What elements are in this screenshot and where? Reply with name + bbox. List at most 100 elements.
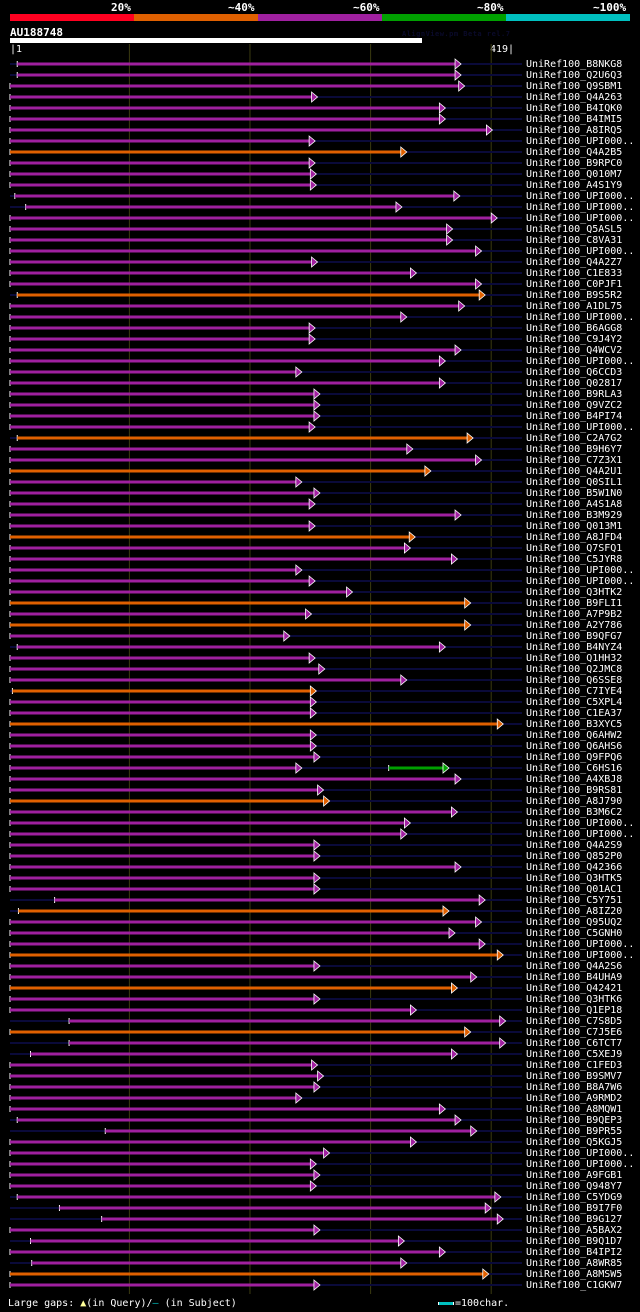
subject-label[interactable]: UniRef100_C5YDG9	[526, 1192, 623, 1203]
subject-label[interactable]: UniRef100_Q0SIL1	[526, 477, 623, 488]
subject-label[interactable]: UniRef100_C8VA31	[526, 235, 623, 246]
subject-label[interactable]: UniRef100_UPI000..	[526, 202, 635, 213]
subject-label[interactable]: UniRef100_C7S8D5	[526, 1016, 623, 1027]
subject-label[interactable]: UniRef100_A4S1A8	[526, 499, 623, 510]
subject-label[interactable]: UniRef100_Q1EP18	[526, 1005, 623, 1016]
subject-label[interactable]: UniRef100_A2Y786	[526, 620, 623, 631]
subject-label[interactable]: UniRef100_UPI000..	[526, 136, 635, 147]
subject-label[interactable]: UniRef100_B9RS81	[526, 785, 623, 796]
subject-label[interactable]: UniRef100_B9Q1D7	[526, 1236, 623, 1247]
subject-label[interactable]: UniRef100_A5BAX2	[526, 1225, 623, 1236]
subject-label[interactable]: UniRef100_A9RMD2	[526, 1093, 623, 1104]
subject-label[interactable]: UniRef100_UPI000..	[526, 312, 635, 323]
subject-label[interactable]: UniRef100_UPI000..	[526, 939, 635, 950]
subject-label[interactable]: UniRef100_A8J790	[526, 796, 623, 807]
subject-label[interactable]: UniRef100_C1EA37	[526, 708, 623, 719]
subject-label[interactable]: UniRef100_Q3HTK6	[526, 994, 623, 1005]
subject-label[interactable]: UniRef100_C5XPL4	[526, 697, 623, 708]
subject-label[interactable]: UniRef100_UPI000..	[526, 246, 635, 257]
subject-label[interactable]: UniRef100_Q5ASL5	[526, 224, 623, 235]
subject-label[interactable]: UniRef100_A8WR85	[526, 1258, 623, 1269]
subject-label[interactable]: UniRef100_Q2JMC8	[526, 664, 623, 675]
subject-label[interactable]: UniRef100_C2A7G2	[526, 433, 623, 444]
subject-label[interactable]: UniRef100_UPI000..	[526, 818, 635, 829]
subject-label[interactable]: UniRef100_A1DL75	[526, 301, 623, 312]
subject-label[interactable]: UniRef100_UPI000..	[526, 950, 635, 961]
subject-label[interactable]: UniRef100_B9PR55	[526, 1126, 623, 1137]
subject-label[interactable]: UniRef100_B9QFG7	[526, 631, 623, 642]
subject-label[interactable]: UniRef100_B9H6Y7	[526, 444, 623, 455]
subject-label[interactable]: UniRef100_C6TCT7	[526, 1038, 623, 1049]
subject-label[interactable]: UniRef100_B9G127	[526, 1214, 623, 1225]
subject-label[interactable]: UniRef100_UPI000..	[526, 576, 635, 587]
subject-label[interactable]: UniRef100_B9FLI1	[526, 598, 623, 609]
subject-label[interactable]: UniRef100_B5W1N0	[526, 488, 623, 499]
subject-label[interactable]: UniRef100_A9FGB1	[526, 1170, 623, 1181]
subject-label[interactable]: UniRef100_Q6AHS6	[526, 741, 623, 752]
subject-label[interactable]: UniRef100_B4IPI2	[526, 1247, 623, 1258]
subject-label[interactable]: UniRef100_A8JFD4	[526, 532, 623, 543]
subject-label[interactable]: UniRef100_C5JYR8	[526, 554, 623, 565]
subject-label[interactable]: UniRef100_B9RPC0	[526, 158, 623, 169]
subject-label[interactable]: UniRef100_C5Y751	[526, 895, 623, 906]
subject-label[interactable]: UniRef100_A7P9B2	[526, 609, 623, 620]
subject-label[interactable]: UniRef100_C7J5E6	[526, 1027, 623, 1038]
subject-label[interactable]: UniRef100_C5XEJ9	[526, 1049, 623, 1060]
subject-label[interactable]: UniRef100_A8MSW5	[526, 1269, 623, 1280]
subject-label[interactable]: UniRef100_Q3HTK5	[526, 873, 623, 884]
subject-label[interactable]: UniRef100_Q2U6Q3	[526, 70, 623, 81]
subject-label[interactable]: UniRef100_UPI000..	[526, 191, 635, 202]
subject-label[interactable]: UniRef100_Q01AC1	[526, 884, 623, 895]
subject-label[interactable]: UniRef100_B3M929	[526, 510, 623, 521]
subject-label[interactable]: UniRef100_UPI000..	[526, 1148, 635, 1159]
subject-label[interactable]: UniRef100_C1E833	[526, 268, 623, 279]
subject-label[interactable]: UniRef100_UPI000..	[526, 422, 635, 433]
subject-label[interactable]: UniRef100_B3XYC5	[526, 719, 623, 730]
subject-label[interactable]: UniRef100_B4IMI5	[526, 114, 623, 125]
subject-label[interactable]: UniRef100_Q9SBM1	[526, 81, 623, 92]
subject-label[interactable]: UniRef100_B4UHA9	[526, 972, 623, 983]
subject-label[interactable]: UniRef100_A4XBJ8	[526, 774, 623, 785]
subject-label[interactable]: UniRef100_A4S1Y9	[526, 180, 623, 191]
subject-label[interactable]: UniRef100_B9S5R2	[526, 290, 623, 301]
subject-label[interactable]: UniRef100_Q6SSE8	[526, 675, 623, 686]
subject-label[interactable]: UniRef100_C1GKW7	[526, 1280, 623, 1291]
subject-label[interactable]: UniRef100_Q010M7	[526, 169, 623, 180]
subject-label[interactable]: UniRef100_UPI000..	[526, 213, 635, 224]
subject-label[interactable]: UniRef100_Q4A2S9	[526, 840, 623, 851]
subject-label[interactable]: UniRef100_UPI000..	[526, 1159, 635, 1170]
subject-label[interactable]: UniRef100_B8NKG8	[526, 59, 623, 70]
subject-label[interactable]: UniRef100_Q4WCV2	[526, 345, 623, 356]
subject-label[interactable]: UniRef100_C7IYE4	[526, 686, 623, 697]
subject-label[interactable]: UniRef100_B8A7W6	[526, 1082, 623, 1093]
subject-label[interactable]: UniRef100_UPI000..	[526, 356, 635, 367]
subject-label[interactable]: UniRef100_C0PJF1	[526, 279, 623, 290]
subject-label[interactable]: UniRef100_Q013M1	[526, 521, 623, 532]
subject-label[interactable]: UniRef100_Q852P0	[526, 851, 623, 862]
subject-label[interactable]: UniRef100_C6HS16	[526, 763, 623, 774]
subject-label[interactable]: UniRef100_Q5KGJ5	[526, 1137, 623, 1148]
subject-label[interactable]: UniRef100_Q9VZC2	[526, 400, 623, 411]
subject-label[interactable]: UniRef100_B6AGG8	[526, 323, 623, 334]
subject-label[interactable]: UniRef100_UPI000..	[526, 565, 635, 576]
subject-label[interactable]: UniRef100_Q42366	[526, 862, 623, 873]
subject-label[interactable]: UniRef100_B3M6C2	[526, 807, 623, 818]
subject-label[interactable]: UniRef100_Q4A2Z7	[526, 257, 623, 268]
subject-label[interactable]: UniRef100_C7Z3X1	[526, 455, 623, 466]
subject-label[interactable]: UniRef100_B4NYZ4	[526, 642, 623, 653]
subject-label[interactable]: UniRef100_UPI000..	[526, 829, 635, 840]
subject-label[interactable]: UniRef100_B9I7F0	[526, 1203, 623, 1214]
subject-label[interactable]: UniRef100_Q4A263	[526, 92, 623, 103]
subject-label[interactable]: UniRef100_Q1HH32	[526, 653, 623, 664]
subject-label[interactable]: UniRef100_Q948Y7	[526, 1181, 623, 1192]
subject-label[interactable]: UniRef100_B4PI74	[526, 411, 623, 422]
subject-label[interactable]: UniRef100_Q4A2S6	[526, 961, 623, 972]
subject-label[interactable]: UniRef100_Q9FPQ6	[526, 752, 623, 763]
subject-label[interactable]: UniRef100_Q4A2U1	[526, 466, 623, 477]
subject-label[interactable]: UniRef100_C5GNH0	[526, 928, 623, 939]
subject-label[interactable]: UniRef100_Q42421	[526, 983, 623, 994]
subject-label[interactable]: UniRef100_A8IZ20	[526, 906, 623, 917]
subject-label[interactable]: UniRef100_C9J4Y2	[526, 334, 623, 345]
subject-label[interactable]: UniRef100_C1FED3	[526, 1060, 623, 1071]
subject-label[interactable]: UniRef100_B9SMV7	[526, 1071, 623, 1082]
